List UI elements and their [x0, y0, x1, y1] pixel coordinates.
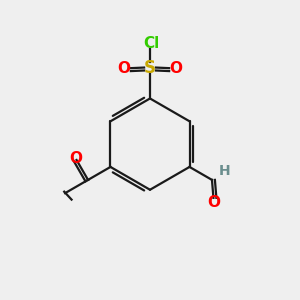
- Text: O: O: [207, 195, 220, 210]
- Text: S: S: [144, 58, 156, 76]
- Text: O: O: [170, 61, 183, 76]
- Text: O: O: [117, 61, 130, 76]
- Text: H: H: [218, 164, 230, 178]
- Text: O: O: [70, 151, 83, 166]
- Text: Cl: Cl: [143, 36, 159, 51]
